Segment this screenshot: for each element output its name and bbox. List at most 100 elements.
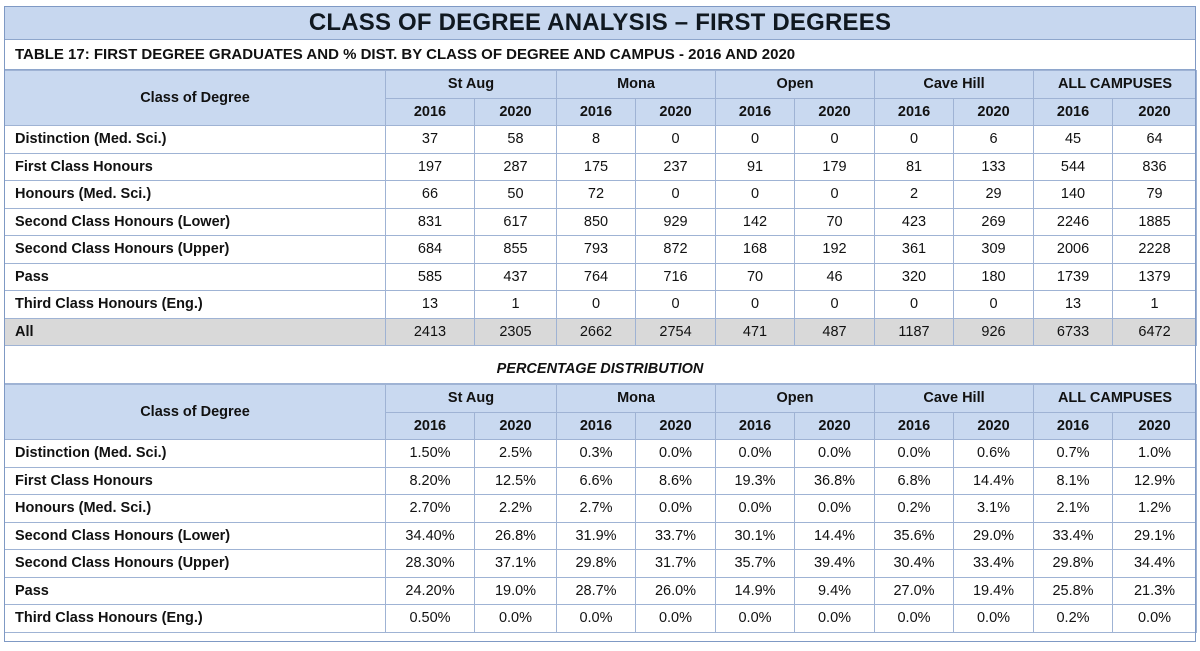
campus-header: ALL CAMPUSES: [1033, 70, 1198, 99]
table-cell: 37.1%: [474, 549, 557, 578]
table-cell: 2754: [634, 317, 717, 346]
table-cell: 831: [385, 207, 475, 236]
year-header: 2020: [634, 97, 717, 126]
table-cell: 46: [794, 262, 876, 291]
table-cell: 8.1%: [1033, 466, 1114, 495]
table-row: Distinction (Med. Sci.) 1.50% 2.5% 0.3% 0.0%…: [4, 439, 1198, 468]
table-cell: 2246: [1033, 207, 1114, 236]
table-cell: 684: [385, 235, 475, 264]
table-cell: 50: [474, 180, 557, 209]
table-row: All 2413 2305 2662 2754 471 487 1187 926 6733 6472: [4, 317, 1198, 346]
table-cell: 487: [794, 317, 876, 346]
table-cell: 24.20%: [385, 576, 475, 605]
table-caption: TABLE 17: FIRST DEGREE GRADUATES AND % D…: [4, 40, 1196, 70]
row-label: Honours (Med. Sci.): [4, 494, 386, 523]
campus-header: Open: [715, 384, 876, 413]
class-of-degree-header: Class of Degree: [4, 384, 386, 440]
table-cell: 13: [1033, 290, 1114, 319]
table-cell: 1379: [1112, 262, 1198, 291]
table-cell: 19.4%: [953, 576, 1035, 605]
campus-header: St Aug: [385, 70, 557, 99]
table-cell: 0.6%: [953, 439, 1035, 468]
table-cell: 0: [715, 180, 796, 209]
table-cell: 1.2%: [1112, 494, 1198, 523]
table-cell: 2.70%: [385, 494, 475, 523]
table-cell: 855: [474, 235, 557, 264]
table-cell: 14.4%: [794, 521, 876, 550]
table-cell: 33.7%: [634, 521, 717, 550]
table-cell: 0: [874, 125, 955, 154]
table-cell: 2228: [1112, 235, 1198, 264]
table-cell: 14.9%: [715, 576, 796, 605]
percentage-table: Class of Degree St Aug Mona Open Cave Hi…: [4, 384, 1198, 633]
year-header: 2016: [556, 411, 636, 440]
table-cell: 793: [556, 235, 636, 264]
table-cell: 850: [556, 207, 636, 236]
table-cell: 13: [385, 290, 475, 319]
table-row: Third Class Honours (Eng.) 0.50% 0.0% 0.0% 0…: [4, 604, 1198, 633]
year-header: 2016: [874, 97, 955, 126]
table-cell: 0.0%: [634, 604, 717, 633]
year-header: 2020: [474, 97, 557, 126]
table-cell: 0.0%: [474, 604, 557, 633]
table-cell: 716: [634, 262, 717, 291]
table-cell: 0: [794, 125, 876, 154]
year-header: 2016: [1033, 97, 1114, 126]
table-cell: 6: [953, 125, 1035, 154]
table-cell: 81: [874, 152, 955, 181]
year-header: 2016: [1033, 411, 1114, 440]
table-cell: 0.0%: [634, 494, 717, 523]
table-cell: 437: [474, 262, 557, 291]
table-cell: 197: [385, 152, 475, 181]
campus-header-row: Class of Degree St Aug Mona Open Cave Hi…: [4, 70, 1198, 126]
table-cell: 2.2%: [474, 494, 557, 523]
table-cell: 14.4%: [953, 466, 1035, 495]
table-cell: 0.2%: [874, 494, 955, 523]
year-header-row: 2016 2020 2016 2020 2016 2020 2016 2020 2016 2020: [5, 97, 1198, 126]
table-cell: 2.7%: [556, 494, 636, 523]
campus-header: Open: [715, 70, 876, 99]
table-cell: 29.8%: [556, 549, 636, 578]
year-header: 2020: [794, 97, 876, 126]
table-row: Second Class Honours (Upper) 28.30% 37.1% 2…: [4, 549, 1198, 578]
campus-header: Mona: [555, 384, 717, 413]
table-cell: 192: [794, 235, 876, 264]
table-cell: 30.4%: [874, 549, 955, 578]
year-header: 2020: [1112, 411, 1198, 440]
year-header: 2016: [385, 97, 475, 126]
table-cell: 12.5%: [474, 466, 557, 495]
table-row: Second Class Honours (Lower) 34.40% 26.8% 3…: [4, 521, 1198, 550]
table-row: Third Class Honours (Eng.) 13 1 0 0 0 0 0 0 13 1: [4, 290, 1198, 319]
table-cell: 2: [874, 180, 955, 209]
year-header: 2016: [556, 97, 636, 126]
table-cell: 309: [953, 235, 1035, 264]
table-cell: 2662: [556, 317, 636, 346]
table-cell: 28.30%: [385, 549, 475, 578]
table-cell: 0: [794, 290, 876, 319]
row-label: Distinction (Med. Sci.): [4, 439, 386, 468]
row-label: Pass: [4, 262, 386, 291]
campus-header-row: Class of Degree St Aug Mona Open Cave Hi…: [4, 384, 1198, 440]
table-cell: 6733: [1033, 317, 1114, 346]
table-cell: 2006: [1033, 235, 1114, 264]
year-header: 2020: [953, 411, 1035, 440]
table-cell: 175: [556, 152, 636, 181]
year-header: 2020: [953, 97, 1035, 126]
table-cell: 70: [715, 262, 796, 291]
year-header: 2016: [715, 97, 796, 126]
table-cell: 6.8%: [874, 466, 955, 495]
table-cell: 0: [715, 125, 796, 154]
table-cell: 58: [474, 125, 557, 154]
table-cell: 29: [953, 180, 1035, 209]
table-cell: 287: [474, 152, 557, 181]
table-cell: 1885: [1112, 207, 1198, 236]
table-cell: 72: [556, 180, 636, 209]
year-header: 2020: [794, 411, 876, 440]
table-cell: 19.0%: [474, 576, 557, 605]
table-row: Honours (Med. Sci.) 66 50 72 0 0 0 2 29 140 79: [4, 180, 1198, 209]
table-cell: 0: [953, 290, 1035, 319]
table-row: Second Class Honours (Lower) 831 617 850 929…: [4, 207, 1198, 236]
table-cell: 0.0%: [715, 604, 796, 633]
table-cell: 8: [556, 125, 636, 154]
